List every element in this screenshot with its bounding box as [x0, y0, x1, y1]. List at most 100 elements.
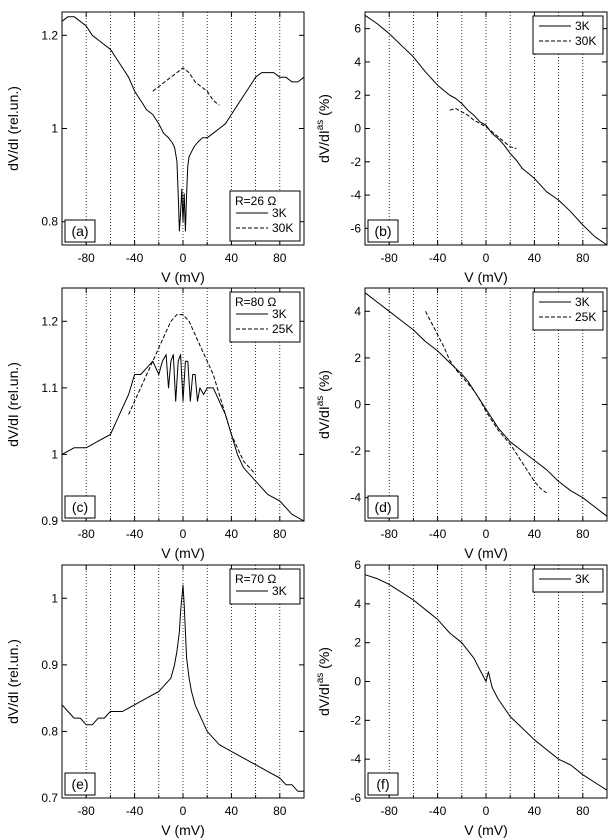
panel-letter-box: [64, 772, 96, 796]
y-axis-label-sup: as: [315, 673, 326, 684]
panel-d: -80 -40 0 40 80 -4 -2 0 2 4 V (mV) dV/dIas (%) (d) 3K…: [315, 287, 608, 561]
y-axis-label: dV/dI (rel.un.): [5, 362, 21, 447]
legend-label: 3K: [575, 572, 590, 586]
legend-box: [532, 15, 604, 55]
y-tick-label: 0.8: [41, 724, 58, 738]
y-tick-label: 1: [51, 122, 58, 136]
y-tick-label: -2: [350, 444, 361, 458]
y-tick-label: 0.9: [41, 514, 58, 528]
x-axis-label: V (mV): [464, 269, 508, 285]
panel-a: -80 -40 0 40 80 0.8 1 1.2 V (mV) dV/dI (rel.un.) (…: [5, 11, 305, 285]
x-tick-label: 80: [273, 251, 287, 265]
legend-label: 3K: [272, 584, 287, 598]
x-axis-label: V (mV): [161, 822, 205, 838]
x-tick-label: 80: [273, 527, 287, 541]
series-line-3K: [364, 14, 608, 246]
panel-letter: (f): [376, 776, 389, 792]
series-line-25K: [128, 314, 256, 475]
legend-label: 30K: [272, 221, 293, 235]
legend-label: 3K: [272, 307, 287, 321]
y-tick-label: 4: [354, 55, 361, 69]
x-axis-label: V (mV): [464, 545, 508, 561]
y-tick-label: 0: [354, 398, 361, 412]
series-line-30K: [449, 108, 517, 149]
x-tick-label: 0: [180, 527, 187, 541]
plot-frame: [364, 287, 608, 522]
x-tick-label: 80: [576, 527, 590, 541]
panel-letter: (c): [72, 499, 88, 515]
y-tick-label: 0: [354, 122, 361, 136]
x-tick-label: 0: [483, 804, 490, 818]
series-line-3K: [364, 574, 608, 791]
legend-title: R=80 Ω: [235, 295, 276, 309]
plot-frame: [364, 11, 608, 246]
y-axis-label: dV/dIas (%): [315, 94, 332, 163]
legend-label: 3K: [272, 206, 287, 220]
legend-label: 25K: [272, 322, 293, 336]
panel-c: -80 -40 0 40 80 0.9 1 1.1 1.2 V (mV) dV/dI (rel.un…: [5, 287, 305, 561]
legend-label: 3K: [575, 19, 590, 33]
x-tick-label: -80: [381, 527, 399, 541]
legend: 3K: [532, 568, 604, 593]
legend-title: R=26 Ω: [235, 194, 276, 208]
panel-f: -80 -40 0 40 80 -6 -4 -2 0 2 4 6 V (mV) dV/dIas (%) (f…: [315, 558, 608, 838]
y-axis-label-unit: (%): [316, 647, 332, 673]
y-tick-label: -2: [350, 713, 361, 727]
plot-frame: [61, 564, 305, 799]
legend-box: [229, 568, 301, 605]
y-axis-label-main: dV/dI: [316, 130, 332, 163]
y-axis-label-unit: (%): [316, 370, 332, 396]
x-tick-label: -80: [381, 251, 399, 265]
y-tick-label: 0.7: [41, 791, 58, 805]
series-line-3K: [61, 584, 304, 792]
y-tick-label: 1.1: [41, 381, 58, 395]
y-tick-label: 2: [354, 636, 361, 650]
y-tick-label: 4: [354, 304, 361, 318]
x-tick-label: -80: [381, 804, 399, 818]
x-axis-label: V (mV): [464, 822, 508, 838]
x-tick-label: 80: [576, 251, 590, 265]
y-tick-label: 6: [354, 558, 361, 572]
y-axis-label-main: dV/dI (rel.un.): [5, 639, 21, 724]
plot-frame: [61, 287, 305, 522]
x-tick-label: -40: [429, 251, 447, 265]
x-axis-label: V (mV): [161, 269, 205, 285]
y-axis-label: dV/dIas (%): [315, 647, 332, 716]
y-tick-label: 1: [51, 447, 58, 461]
y-axis-label: dV/dI (rel.un.): [5, 86, 21, 171]
panel-e: -80 -40 0 40 80 0.7 0.8 0.9 1 V (mV) dV/dI (rel.un…: [5, 564, 305, 838]
legend-box: [229, 190, 301, 242]
x-tick-label: -80: [78, 527, 96, 541]
y-tick-label: 0: [354, 675, 361, 689]
y-tick-label: 6: [354, 22, 361, 36]
series-line-25K: [425, 311, 547, 494]
panel-letter-box: [367, 219, 399, 243]
x-tick-label: -40: [429, 527, 447, 541]
x-tick-label: 40: [528, 804, 542, 818]
panel-letter: (b): [374, 223, 391, 239]
y-axis-label: dV/dIas (%): [315, 370, 332, 439]
series-line-3K: [61, 16, 305, 232]
x-tick-label: 40: [225, 251, 239, 265]
y-tick-label: -2: [350, 155, 361, 169]
series-line-3K: [61, 354, 305, 522]
legend-label: 25K: [575, 310, 596, 324]
legend-label: 30K: [575, 34, 596, 48]
y-tick-label: 0.9: [41, 658, 58, 672]
plot-frame: [61, 11, 305, 246]
y-axis-label: dV/dI (rel.un.): [5, 639, 21, 724]
panel-letter-box: [367, 495, 399, 519]
panel-letter-box: [64, 219, 96, 243]
x-tick-label: 80: [576, 804, 590, 818]
legend: R=70 Ω3K: [229, 568, 301, 605]
panel-letter-box: [367, 772, 399, 796]
y-tick-label: -6: [350, 791, 361, 805]
x-tick-label: 0: [483, 251, 490, 265]
panel-letter: (a): [71, 223, 88, 239]
y-tick-label: 2: [354, 351, 361, 365]
x-tick-label: 0: [180, 251, 187, 265]
